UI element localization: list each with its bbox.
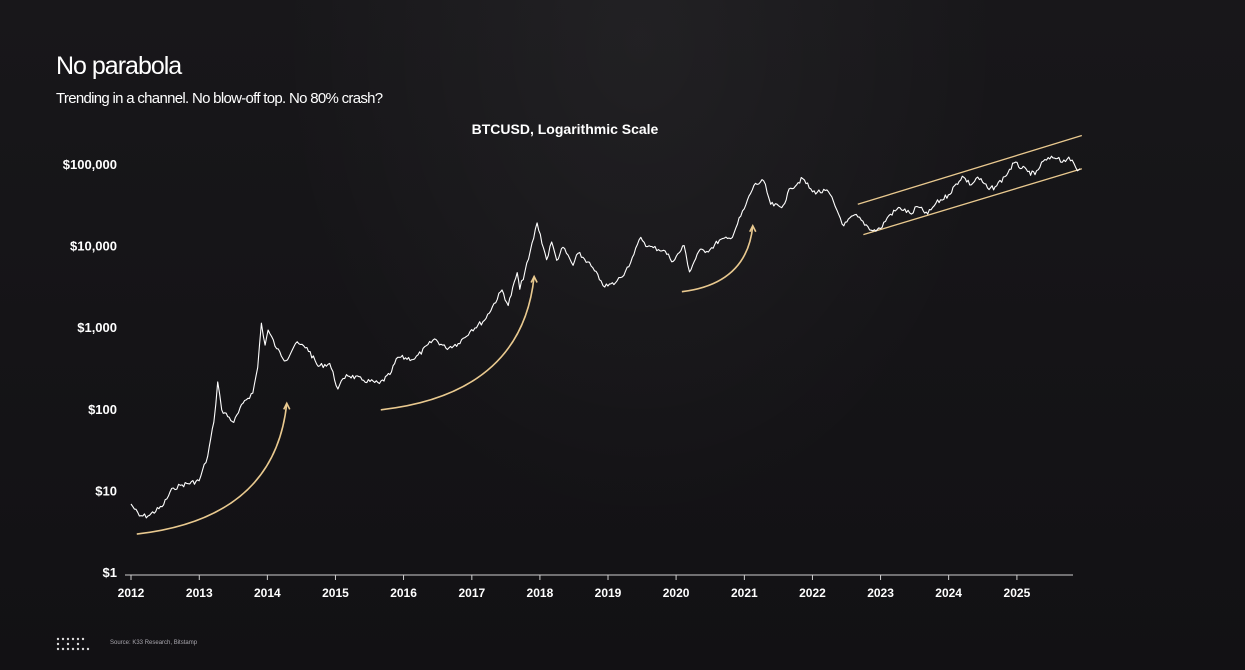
source-note: Source: K33 Research, Bitstamp [110, 640, 198, 646]
x-tick-label: 2019 [595, 586, 622, 600]
k33-logo-icon [56, 637, 90, 656]
rally-arrow [136, 403, 288, 535]
rally-arrow-head [749, 223, 757, 233]
y-tick-label: $100 [88, 402, 117, 417]
rally-arrow [681, 225, 754, 293]
y-tick-label: $1 [103, 565, 117, 580]
x-tick-label: 2013 [186, 586, 213, 600]
channel-upper-line [857, 134, 1083, 205]
rally-arrow [380, 276, 535, 411]
channel-lower-line [863, 168, 1083, 236]
x-tick-label: 2018 [527, 586, 554, 600]
x-tick-label: 2012 [118, 586, 145, 600]
x-tick-label: 2015 [322, 586, 349, 600]
y-tick-label: $1,000 [77, 320, 117, 335]
btc-price-line [130, 155, 1081, 519]
price-series [130, 155, 1081, 519]
annotations [136, 134, 1083, 535]
page-subtitle: Trending in a channel. No blow-off top. … [56, 90, 383, 107]
x-tick-label: 2025 [1004, 586, 1031, 600]
x-tick-label: 2023 [867, 586, 894, 600]
rally-arrow-head [530, 274, 538, 283]
x-tick-label: 2016 [390, 586, 417, 600]
chart-title: BTCUSD, Logarithmic Scale [472, 121, 659, 137]
y-tick-label: $10 [95, 483, 117, 498]
rally-arrow-head [283, 401, 291, 410]
x-tick-label: 2020 [663, 586, 690, 600]
y-axis-ticks: $1 $10 $100 $1,000 $10,000 $100,000 [63, 157, 117, 580]
x-tick-label: 2017 [458, 586, 485, 600]
x-tick-label: 2022 [799, 586, 826, 600]
x-axis-ticks: 2012 2013 2014 2015 2016 2017 2018 2019 2020 2021… [118, 575, 1031, 600]
y-tick-label: $100,000 [63, 157, 117, 172]
page-title: No parabola [56, 52, 182, 80]
x-tick-label: 2024 [935, 586, 962, 600]
y-tick-label: $10,000 [70, 239, 117, 254]
x-tick-label: 2014 [254, 586, 281, 600]
x-tick-label: 2021 [731, 586, 758, 600]
